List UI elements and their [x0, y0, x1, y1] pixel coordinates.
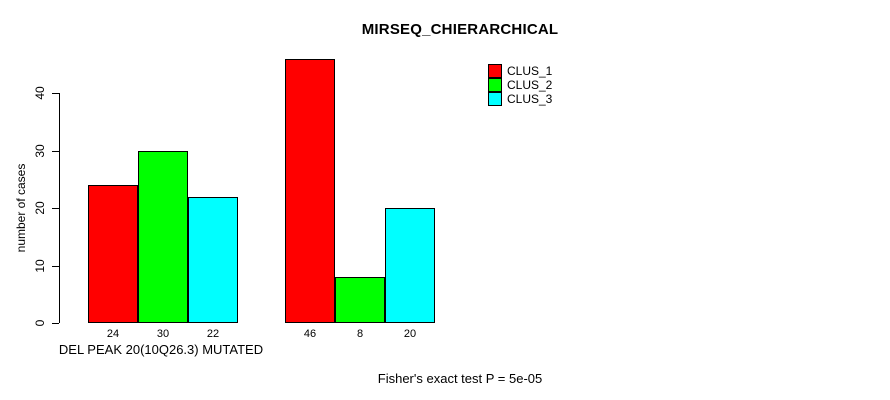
y-axis-tick-label-text: 30 — [33, 143, 47, 158]
y-axis-tick — [52, 93, 59, 94]
bar-clus_3-group1 — [188, 196, 238, 323]
bar-value-label: 20 — [403, 328, 417, 340]
bar-clus_1-group2 — [285, 58, 335, 323]
y-axis-tick-label-text: 0 — [33, 319, 47, 327]
legend: CLUS_1 CLUS_2 CLUS_3 — [488, 64, 552, 106]
bar-value-label: 46 — [303, 328, 317, 340]
y-axis-tick-label-text: 20 — [33, 201, 47, 215]
y-axis-tick — [52, 150, 59, 152]
bar-clus_2-group2 — [335, 277, 385, 323]
legend-swatch-icon — [488, 64, 502, 78]
legend-swatch-icon — [488, 92, 502, 106]
bar-value-label: 8 — [356, 328, 364, 340]
legend-swatch-icon — [488, 78, 502, 92]
bar-value-label: 30 — [156, 328, 170, 340]
x-axis-label: DEL PEAK 20(10Q26.3) MUTATED — [58, 342, 264, 357]
bar-clus_2-group1 — [138, 150, 188, 323]
bar-value-label: 22 — [206, 328, 220, 340]
legend-label: CLUS_3 — [507, 92, 553, 106]
y-axis-tick-label-text: 10 — [33, 258, 47, 273]
y-axis-tick — [52, 323, 59, 324]
legend-label: CLUS_2 — [507, 78, 553, 92]
y-axis-tick — [52, 265, 59, 267]
bar-clus_1-group1 — [88, 185, 138, 323]
chart-title: MIRSEQ_CHIERARCHICAL — [361, 21, 559, 38]
legend-item-clus_1: CLUS_1 — [488, 64, 552, 78]
y-axis-tick-label-text: 40 — [33, 86, 47, 100]
y-axis-tick — [52, 208, 59, 209]
legend-label: CLUS_1 — [507, 64, 553, 78]
stat-test-caption: Fisher's exact test P = 5e-05 — [377, 371, 543, 386]
bar-value-label: 24 — [106, 328, 120, 340]
y-axis-label: number of cases — [14, 163, 28, 253]
bar-clus_3-group2 — [385, 208, 435, 323]
legend-item-clus_2: CLUS_2 — [488, 78, 552, 92]
y-axis-line — [59, 93, 60, 323]
legend-item-clus_3: CLUS_3 — [488, 92, 552, 106]
